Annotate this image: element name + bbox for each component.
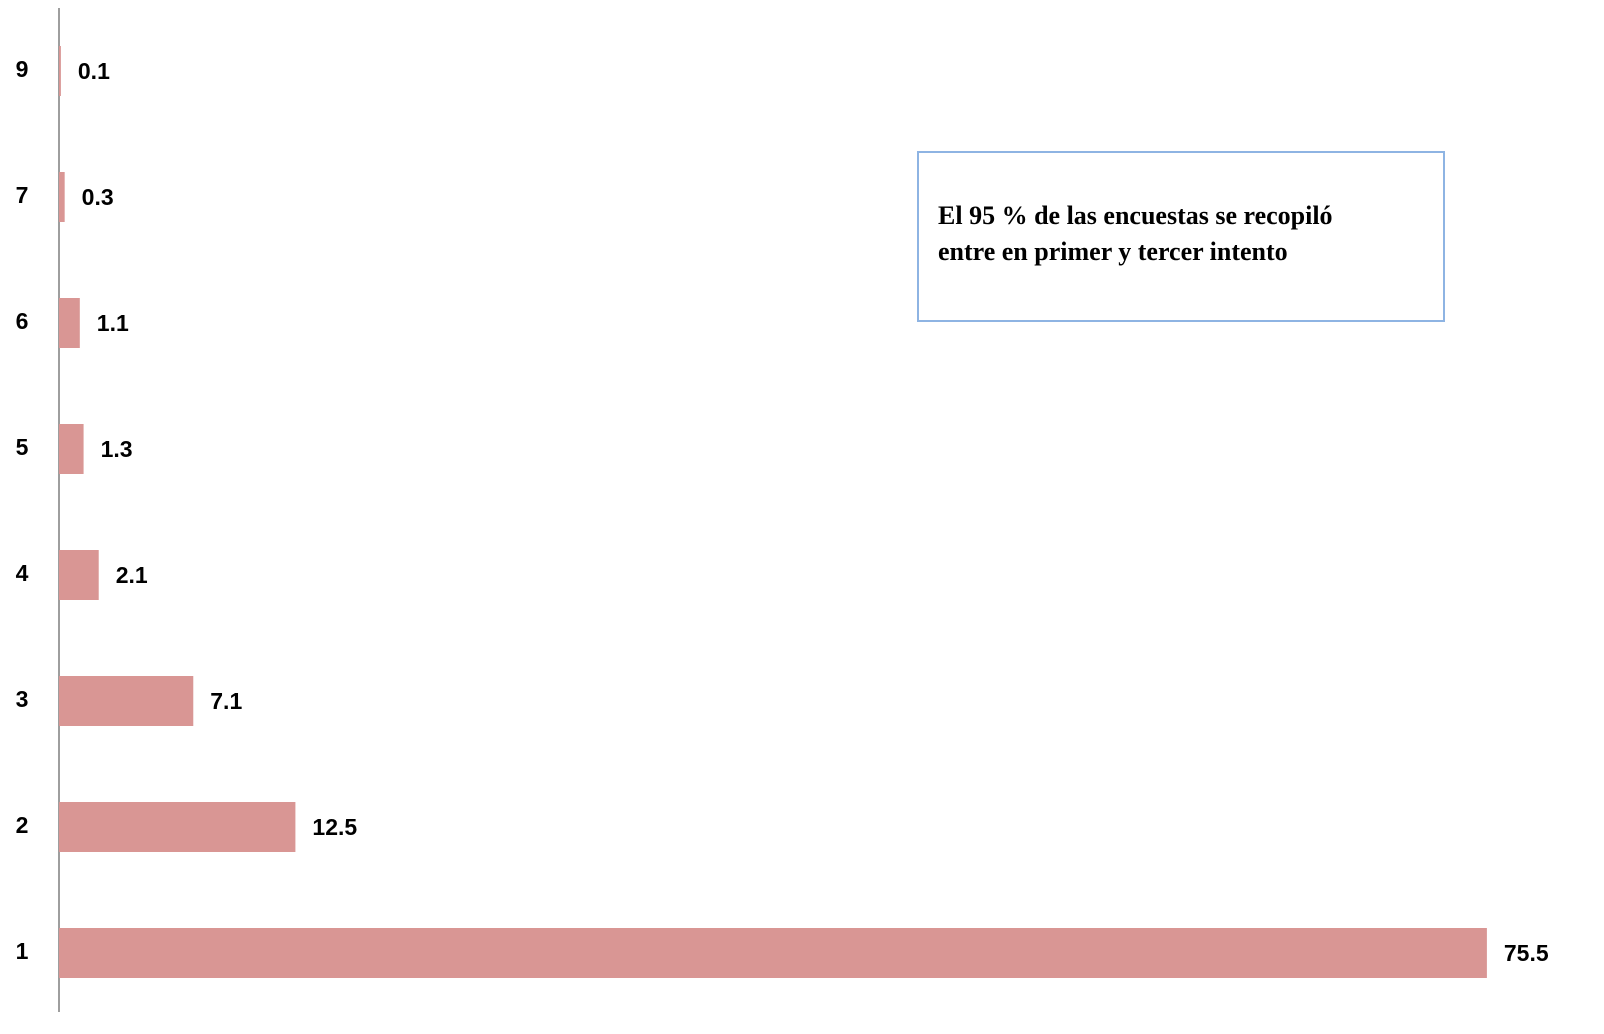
y-tick-label: 5: [16, 434, 29, 460]
bar: [59, 46, 61, 96]
y-tick-label: 1: [16, 938, 29, 964]
value-label: 0.3: [82, 184, 114, 210]
value-label: 12.5: [312, 814, 357, 840]
value-label: 1.3: [101, 436, 133, 462]
bar: [59, 298, 80, 348]
bar: [59, 172, 65, 222]
y-tick-label: 7: [16, 182, 29, 208]
bar: [59, 550, 99, 600]
y-tick-label: 4: [16, 560, 29, 586]
y-tick-label: 9: [16, 56, 29, 82]
bar: [59, 802, 296, 852]
value-label: 2.1: [116, 562, 148, 588]
annotation-box: [917, 151, 1445, 322]
annotation: El 95 % de las encuestas se recopiló: [938, 201, 1333, 230]
y-tick-label: 3: [16, 686, 29, 712]
bar: [59, 928, 1487, 978]
y-tick-label: 6: [16, 308, 29, 334]
value-label: 7.1: [210, 688, 242, 714]
value-label: 75.5: [1504, 940, 1549, 966]
bar: [59, 424, 84, 474]
annotation: entre en primer y tercer intento: [938, 237, 1288, 266]
value-label: 1.1: [97, 310, 129, 336]
y-tick-label: 2: [16, 812, 29, 838]
bar: [59, 676, 194, 726]
value-label: 0.1: [78, 58, 110, 84]
